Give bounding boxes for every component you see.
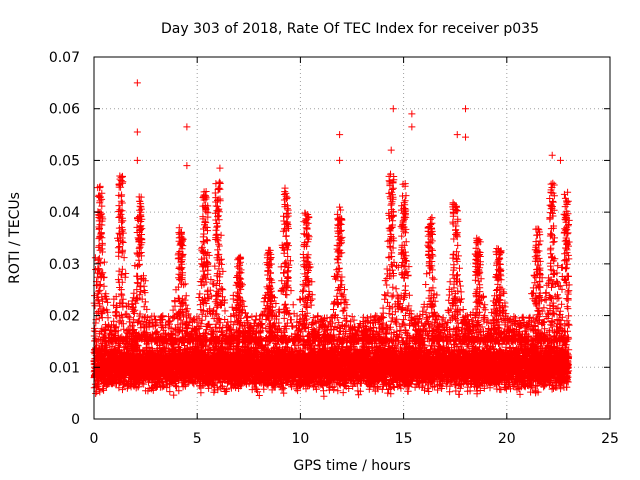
x-tick-label: 15 xyxy=(395,431,413,447)
y-tick-labels: 0 0.01 0.02 0.03 0.04 0.05 0.06 0.07 xyxy=(49,50,80,428)
x-axis-title: GPS time / hours xyxy=(293,458,410,474)
outlier-point xyxy=(453,131,461,139)
outlier-point xyxy=(336,156,344,164)
x-tick-labels: 0 5 10 15 20 25 xyxy=(90,431,619,447)
x-tick-label: 0 xyxy=(90,431,99,447)
outlier-point xyxy=(133,79,141,87)
x-tick-label: 20 xyxy=(498,431,516,447)
y-tick-label: 0.03 xyxy=(49,257,80,273)
outlier-point xyxy=(387,146,395,154)
outlier-point xyxy=(462,133,470,141)
outlier-point xyxy=(183,123,191,131)
plot-frame xyxy=(93,56,611,420)
outlier-point xyxy=(336,131,344,139)
data-points xyxy=(90,79,573,400)
outlier-point xyxy=(408,110,416,118)
outlier-point xyxy=(408,123,416,131)
outlier-point xyxy=(133,156,141,164)
outlier-point xyxy=(183,162,191,170)
outlier-point xyxy=(389,105,397,113)
y-axis-title: ROTI / TECUs xyxy=(7,192,23,284)
outlier-point xyxy=(548,151,556,159)
y-tick-label: 0.01 xyxy=(49,360,80,376)
scatter-point-cloud xyxy=(90,170,573,400)
grid-lines xyxy=(94,57,610,419)
outlier-point xyxy=(216,164,224,172)
chart-title: Day 303 of 2018, Rate Of TEC Index for r… xyxy=(161,21,539,37)
x-tick-label: 5 xyxy=(193,431,202,447)
y-tick-label: 0.06 xyxy=(49,102,80,118)
x-tick-label: 10 xyxy=(291,431,309,447)
y-tick-label: 0.07 xyxy=(49,50,80,66)
outlier-point xyxy=(462,105,470,113)
outlier-point xyxy=(556,156,564,164)
y-tick-label: 0.02 xyxy=(49,309,80,325)
y-tick-label: 0 xyxy=(71,412,80,428)
axis-ticks xyxy=(93,56,611,420)
y-tick-label: 0.05 xyxy=(49,153,80,169)
outlier-point xyxy=(133,128,141,136)
x-tick-label: 25 xyxy=(601,431,619,447)
y-tick-label: 0.04 xyxy=(49,205,80,221)
